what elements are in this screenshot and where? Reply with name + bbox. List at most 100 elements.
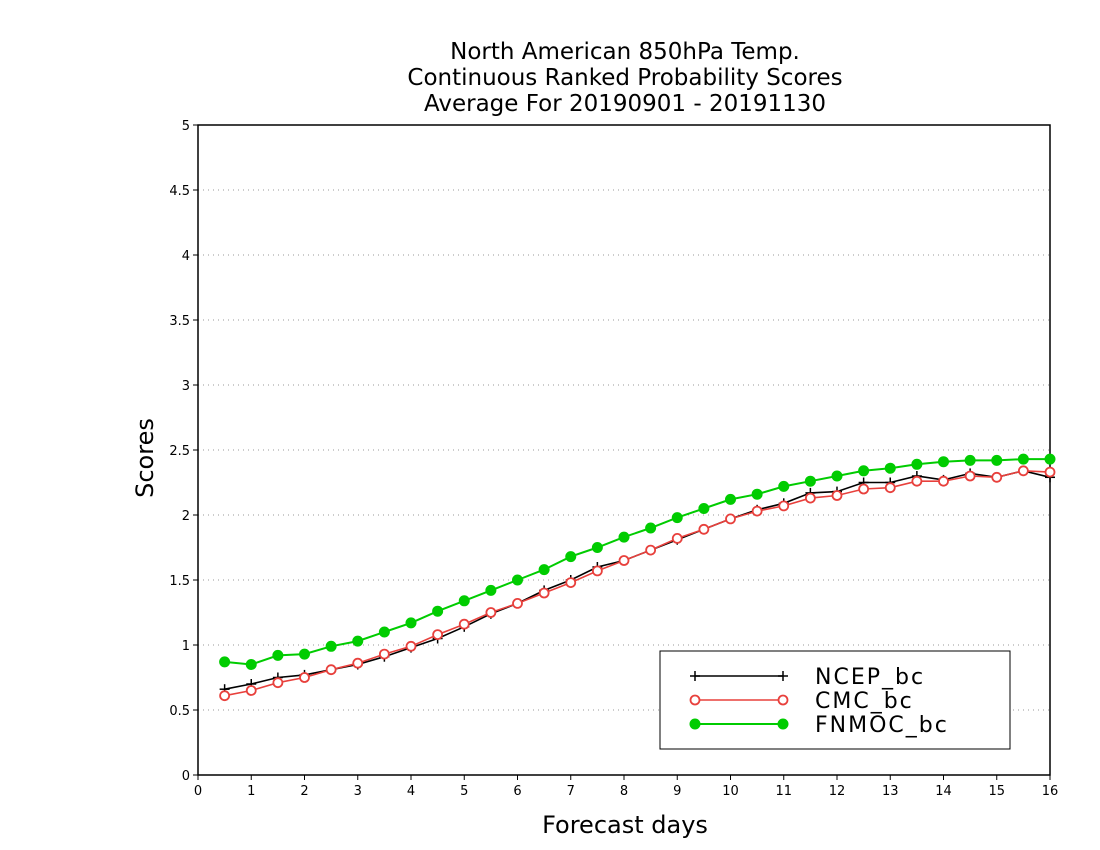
- data-point: [671, 533, 683, 544]
- x-tick-label: 14: [935, 784, 952, 799]
- series-CMC_bc: [219, 465, 1056, 702]
- data-point: [591, 542, 603, 553]
- data-point: [405, 640, 417, 652]
- data-point: [378, 648, 390, 660]
- title-line: Average For 20190901 - 20191130: [424, 91, 826, 117]
- data-point: [858, 483, 870, 495]
- y-tick-label: 0.5: [169, 704, 190, 719]
- data-point: [618, 555, 630, 566]
- data-point: [831, 490, 843, 501]
- legend-marker: [777, 718, 789, 730]
- legend-item: NCEP_bc: [690, 665, 925, 690]
- data-point: [751, 505, 763, 517]
- title-line: Continuous Ranked Probability Scores: [407, 65, 842, 91]
- data-point: [405, 617, 417, 629]
- chart-title: North American 850hPa Temp.Continuous Ra…: [407, 39, 842, 117]
- y-tick-label: 3.5: [169, 314, 190, 329]
- data-point: [325, 640, 337, 652]
- legend-item: FNMOC_bc: [689, 713, 949, 738]
- legend-marker: [689, 694, 701, 706]
- data-point: [671, 512, 683, 524]
- series-lines: [219, 453, 1056, 702]
- x-tick-label: 4: [407, 784, 415, 799]
- data-point: [645, 544, 657, 556]
- data-point: [991, 471, 1003, 483]
- data-point: [725, 493, 736, 505]
- data-point: [1044, 453, 1056, 465]
- data-point: [964, 470, 976, 482]
- legend-marker: [777, 694, 789, 706]
- x-tick-label: 11: [775, 784, 792, 799]
- data-point: [485, 607, 497, 618]
- x-tick-label: 0: [194, 784, 202, 799]
- data-point: [272, 677, 284, 689]
- data-point: [458, 618, 470, 630]
- data-point: [458, 595, 470, 607]
- data-point: [485, 584, 497, 596]
- y-axis-label: Scores: [131, 418, 159, 498]
- x-tick-label: 3: [354, 784, 362, 799]
- x-tick-label: 8: [620, 784, 628, 799]
- data-point: [698, 523, 710, 535]
- title-line: North American 850hPa Temp.: [450, 39, 800, 65]
- data-point: [778, 480, 790, 492]
- legend-label: FNMOC_bc: [815, 713, 949, 738]
- data-point: [299, 648, 310, 660]
- data-point: [858, 465, 870, 477]
- legend-label: CMC_bc: [815, 689, 914, 714]
- y-tick-label: 2: [182, 509, 190, 524]
- data-point: [698, 503, 710, 514]
- x-axis-label: Forecast days: [542, 811, 708, 839]
- y-tick-label: 2.5: [169, 444, 190, 459]
- data-point: [911, 458, 923, 470]
- x-tick-label: 12: [829, 784, 846, 799]
- data-point: [645, 522, 657, 534]
- data-point: [512, 598, 523, 609]
- data-point: [751, 488, 763, 500]
- data-point: [804, 492, 816, 504]
- data-point: [938, 475, 949, 487]
- data-point: [565, 551, 577, 563]
- x-tick-label: 16: [1042, 784, 1059, 799]
- y-tick-label: 0: [182, 769, 190, 784]
- data-point: [512, 574, 523, 586]
- data-point: [432, 629, 444, 640]
- x-tick-label: 15: [988, 784, 1005, 799]
- y-tick-label: 4.5: [169, 184, 190, 199]
- x-tick-label: 13: [882, 784, 899, 799]
- y-tick-label: 1.5: [169, 574, 190, 589]
- data-point: [964, 454, 976, 466]
- data-point: [299, 672, 310, 683]
- legend-label: NCEP_bc: [815, 665, 925, 690]
- data-point: [432, 605, 444, 617]
- data-point: [219, 690, 231, 702]
- y-tick-label: 1: [182, 639, 190, 654]
- data-point: [911, 475, 923, 487]
- data-point: [1044, 466, 1056, 478]
- x-tick-label: 7: [567, 784, 575, 799]
- data-point: [245, 659, 257, 670]
- data-point: [352, 657, 364, 669]
- series-FNMOC_bc: [219, 453, 1056, 670]
- data-point: [245, 685, 257, 696]
- data-point: [591, 565, 603, 577]
- data-point: [538, 587, 550, 599]
- data-point: [538, 564, 550, 576]
- x-tick-label: 2: [300, 784, 308, 799]
- data-point: [831, 470, 843, 482]
- data-point: [618, 531, 630, 543]
- legend-marker: [778, 671, 788, 681]
- data-point: [991, 454, 1003, 466]
- data-point: [1017, 465, 1029, 477]
- data-point: [378, 626, 390, 638]
- series-line: [224, 458, 1050, 666]
- x-tick-label: 9: [673, 784, 681, 799]
- y-tick-label: 4: [182, 249, 190, 264]
- data-point: [725, 513, 736, 525]
- data-point: [884, 462, 896, 474]
- data-point: [778, 500, 790, 512]
- data-point: [804, 475, 816, 487]
- x-tick-label: 1: [247, 784, 255, 799]
